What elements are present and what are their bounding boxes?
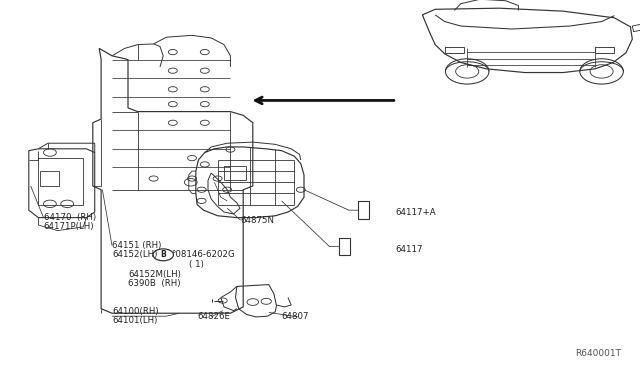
Text: ( 1): ( 1) [189, 260, 204, 269]
Text: 64152M(LH): 64152M(LH) [128, 270, 181, 279]
Text: 64875N: 64875N [241, 216, 275, 225]
Text: 6390B  (RH): 6390B (RH) [128, 279, 180, 288]
Text: 64152(LH): 64152(LH) [112, 250, 157, 259]
Text: 64117+A: 64117+A [396, 208, 436, 217]
Text: 64826E: 64826E [197, 312, 230, 321]
Text: 64100(RH): 64100(RH) [112, 307, 159, 316]
Text: 64151 (RH): 64151 (RH) [112, 241, 161, 250]
Text: 64101(LH): 64101(LH) [112, 316, 157, 325]
Text: °08146-6202G: °08146-6202G [172, 250, 236, 259]
Text: 64807: 64807 [282, 312, 309, 321]
Bar [40, 171, 59, 186]
Text: 64117: 64117 [396, 245, 423, 254]
Text: B: B [161, 250, 166, 259]
Text: 64171P(LH): 64171P(LH) [44, 222, 94, 231]
Text: R640001T: R640001T [575, 349, 621, 358]
Text: 64170  (RH): 64170 (RH) [44, 213, 95, 222]
